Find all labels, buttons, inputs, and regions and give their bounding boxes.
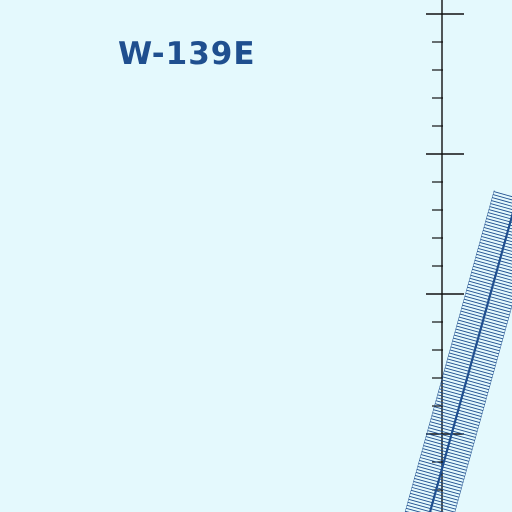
airway-hatch-line [489,206,512,214]
airway-edge-line [404,190,495,512]
airway-hatch-line [490,203,512,210]
airway-hatch-line [491,200,512,207]
area-label: W-139E [118,36,256,72]
airway-hatch-line [488,209,512,217]
airway-hatch-line [493,191,512,198]
airway-corridor [404,190,512,512]
airway-hatch-line [406,507,422,512]
airway-edge-line [454,304,512,512]
scale-bar [426,0,464,512]
airway-hatch-line [492,197,512,204]
airway-centerline [428,211,512,512]
airway-hatch-line [492,194,512,201]
